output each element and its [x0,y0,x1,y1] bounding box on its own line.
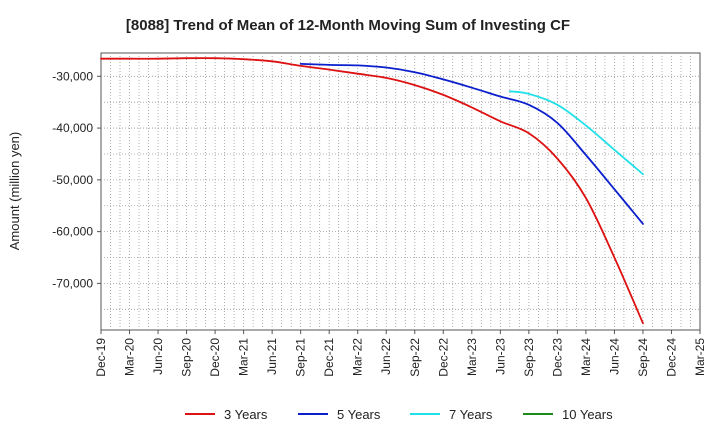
y-tick-label: -60,000 [52,225,93,239]
y-tick-label: -50,000 [52,173,93,187]
y-tick-label: -30,000 [52,69,93,83]
plot-area: -30,000 -40,000 -50,000 -60,000 -70,000 Dec-1… [52,52,707,377]
y-axis-label: Amount (million yen) [7,132,22,251]
y-tick-label: -40,000 [52,121,93,135]
y-tick-label: -70,000 [52,276,93,290]
x-tick-label: Sep-20 [180,338,194,377]
legend: 3 Years 5 Years 7 Years 10 Years [185,407,613,422]
plot-frame [100,52,701,331]
legend-label-7-years: 7 Years [449,407,493,422]
x-tick-label: Mar-24 [579,338,593,376]
chart-title: [8088] Trend of Mean of 12-Month Moving … [126,17,570,34]
series-line-7-years [508,90,644,176]
x-tick-label: Dec-19 [94,338,108,377]
x-tick-label: Sep-24 [636,338,650,377]
x-tick-label: Jun-23 [493,338,507,375]
x-tick-label: Mar-25 [693,338,707,376]
x-tick-label: Jun-21 [265,338,279,375]
x-tick-label: Jun-20 [151,338,165,375]
x-tick-label: Sep-21 [294,338,308,377]
series-line-3-years [100,57,644,325]
x-tick-label: Sep-23 [522,338,536,377]
x-tick-label: Sep-22 [408,338,422,377]
x-tick-label: Dec-22 [436,338,450,377]
legend-label-3-years: 3 Years [224,407,268,422]
x-tick-label: Dec-23 [550,338,564,377]
x-tick-label: Dec-20 [208,338,222,377]
x-tick-label: Dec-21 [322,338,336,377]
legend-label-5-years: 5 Years [337,407,381,422]
x-tick-label: Mar-22 [351,338,365,376]
x-tick-label: Jun-22 [379,338,393,375]
x-tick-label: Mar-20 [123,338,137,376]
x-tick-label: Mar-21 [237,338,251,376]
x-tick-label: Jun-24 [607,338,621,375]
series-line-5-years [299,63,644,225]
x-tick-label: Dec-24 [664,338,678,377]
legend-label-10-years: 10 Years [562,407,613,422]
x-tick-label: Mar-23 [465,338,479,376]
